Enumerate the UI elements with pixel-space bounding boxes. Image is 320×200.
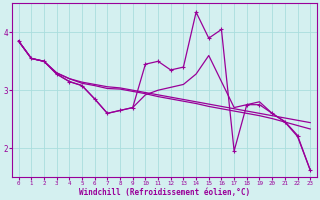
- X-axis label: Windchill (Refroidissement éolien,°C): Windchill (Refroidissement éolien,°C): [79, 188, 250, 197]
